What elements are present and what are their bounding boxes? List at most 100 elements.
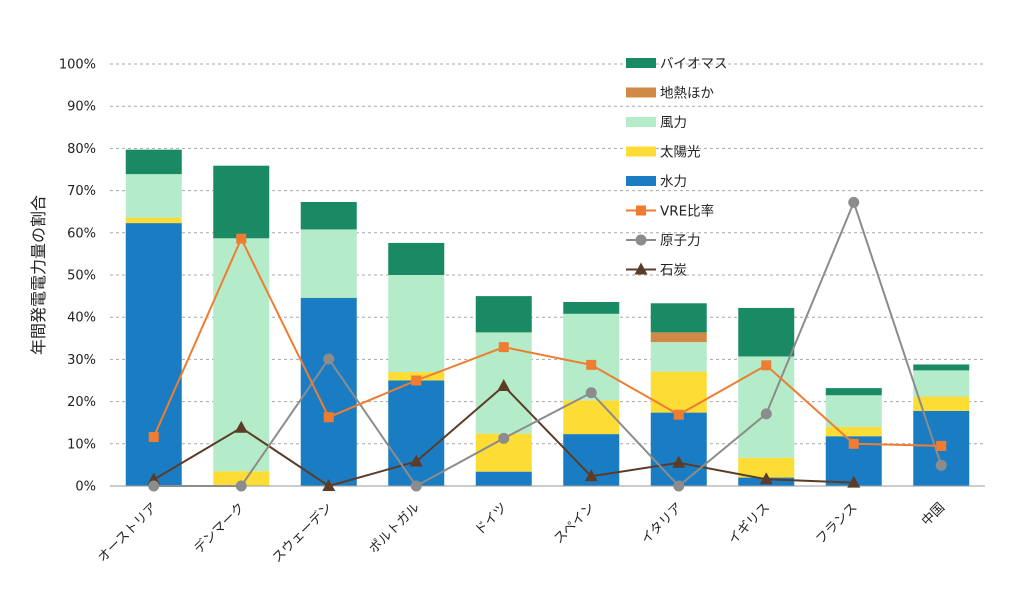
line-point bbox=[673, 480, 685, 492]
line-point bbox=[634, 262, 648, 275]
x-category-label: デンマーク bbox=[191, 500, 248, 557]
bar-segment bbox=[563, 302, 620, 314]
y-tick-label: 50% bbox=[67, 269, 96, 284]
legend-label: 水力 bbox=[660, 174, 687, 190]
bar-segment bbox=[300, 297, 357, 486]
legend-label: 石炭 bbox=[660, 263, 687, 279]
y-tick-label: 0% bbox=[75, 480, 96, 495]
bar-segment bbox=[650, 371, 707, 413]
legend-swatch bbox=[626, 58, 656, 68]
line-point bbox=[672, 455, 686, 468]
y-axis-ticks: 0% 10% 20% 30% 40% 50% 60% 70% 80% 90% 100% bbox=[59, 58, 96, 495]
bar-segment bbox=[563, 313, 620, 401]
bar-segment bbox=[125, 223, 182, 486]
legend-item: VRE比率 bbox=[626, 203, 714, 220]
legend-swatch bbox=[626, 146, 656, 157]
series-line bbox=[152, 236, 942, 447]
line-point bbox=[760, 408, 772, 420]
x-category-label: スウェーデン bbox=[269, 500, 335, 566]
line-point bbox=[234, 420, 248, 433]
legend-label: バイオマス bbox=[660, 56, 728, 72]
x-category-label: スペイン bbox=[551, 500, 598, 547]
bar-segment bbox=[125, 149, 182, 175]
bar-segment bbox=[650, 342, 707, 372]
line-point bbox=[936, 440, 947, 451]
line-point bbox=[585, 387, 597, 399]
line-point bbox=[848, 196, 860, 208]
line-point bbox=[636, 205, 646, 216]
y-tick-label: 90% bbox=[67, 100, 96, 115]
legend-item: 石炭 bbox=[626, 262, 687, 279]
legend-item: 原子力 bbox=[626, 233, 701, 249]
legend-label: 太陽光 bbox=[660, 145, 701, 161]
line-point bbox=[323, 353, 335, 365]
bar-segment bbox=[650, 332, 707, 343]
y-tick-label: 40% bbox=[67, 311, 96, 326]
y-tick-label: 20% bbox=[67, 395, 96, 410]
bar-segment bbox=[913, 370, 970, 397]
legend-swatch bbox=[626, 117, 656, 127]
y-tick-label: 70% bbox=[67, 184, 96, 199]
legend-item: 太陽光 bbox=[626, 145, 701, 161]
bar-segment bbox=[913, 396, 970, 411]
x-category-label: ドイツ bbox=[472, 500, 510, 538]
x-category-label: オーストリア bbox=[95, 500, 160, 565]
bar-segment bbox=[213, 238, 270, 472]
line-point bbox=[410, 480, 422, 492]
legend-swatch bbox=[626, 176, 656, 186]
line-point bbox=[323, 412, 334, 423]
legend-swatch bbox=[626, 87, 656, 98]
bar-segment bbox=[213, 165, 270, 239]
line-point bbox=[411, 375, 422, 386]
bar-segment bbox=[125, 217, 182, 224]
bar-segment bbox=[738, 457, 795, 478]
x-category-label: 中国 bbox=[919, 500, 948, 529]
bar-segment bbox=[563, 400, 620, 435]
x-category-label: イタリア bbox=[639, 500, 686, 547]
x-axis-categories: オーストリア デンマーク スウェーデン ポルトガル ドイツ スペイン イタリア イギリス フラン… bbox=[95, 500, 948, 566]
y-tick-label: 60% bbox=[67, 226, 96, 241]
legend-label: 風力 bbox=[660, 115, 687, 131]
legend-item: 水力 bbox=[626, 174, 687, 190]
line-point bbox=[235, 480, 247, 492]
bar-segment bbox=[650, 412, 707, 486]
series-line bbox=[153, 199, 943, 488]
legend-label: 原子力 bbox=[660, 233, 701, 249]
legend-item: バイオマス bbox=[626, 56, 728, 72]
line-point bbox=[148, 480, 160, 492]
bar-segment bbox=[213, 471, 270, 486]
line-point bbox=[848, 438, 859, 449]
bar-segment bbox=[738, 356, 795, 458]
bar-segment bbox=[388, 242, 445, 275]
y-tick-label: 100% bbox=[59, 58, 96, 73]
legend-item: 地熱ほか bbox=[626, 86, 714, 102]
line-point bbox=[586, 359, 597, 370]
bar-segment bbox=[650, 303, 707, 333]
bar-segment bbox=[300, 229, 357, 298]
bar-segment bbox=[388, 275, 445, 373]
line-point bbox=[148, 432, 159, 443]
legend-label: VRE比率 bbox=[660, 203, 714, 220]
y-tick-label: 30% bbox=[67, 353, 96, 368]
line-point bbox=[759, 472, 773, 485]
x-category-label: フランス bbox=[813, 500, 860, 547]
line-point bbox=[673, 409, 684, 420]
line-point bbox=[236, 233, 247, 244]
line-series bbox=[147, 196, 947, 492]
bar-segment bbox=[913, 364, 970, 371]
line-point bbox=[935, 459, 947, 471]
line-point bbox=[498, 342, 509, 353]
bar-segment bbox=[475, 296, 532, 333]
line-point bbox=[761, 360, 772, 371]
line-point bbox=[409, 454, 423, 467]
x-category-label: イギリス bbox=[726, 500, 773, 547]
line-point bbox=[497, 378, 511, 391]
bar-segment bbox=[388, 380, 445, 486]
bar-segment bbox=[738, 307, 795, 357]
y-axis-label: 年間発電電力量の割合 bbox=[29, 195, 48, 355]
line-point bbox=[584, 469, 598, 482]
legend-label: 地熱ほか bbox=[660, 86, 714, 102]
x-category-label: ポルトガル bbox=[366, 500, 423, 557]
